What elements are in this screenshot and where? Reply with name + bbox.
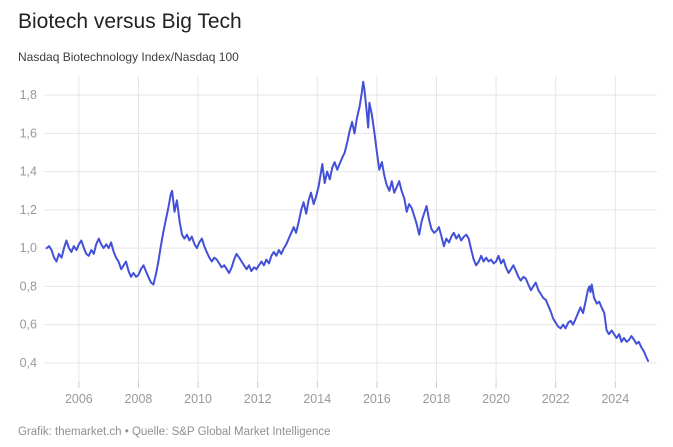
y-axis-label: 1,0 bbox=[20, 241, 37, 255]
x-axis-label: 2022 bbox=[542, 392, 570, 406]
chart-title: Biotech versus Big Tech bbox=[18, 10, 242, 33]
x-axis-label: 2024 bbox=[601, 392, 629, 406]
y-axis-label: 0,8 bbox=[20, 279, 37, 293]
chart-subtitle: Nasdaq Biotechnology Index/Nasdaq 100 bbox=[18, 50, 239, 64]
x-axis-label: 2020 bbox=[482, 392, 510, 406]
x-axis-label: 2018 bbox=[423, 392, 451, 406]
y-axis-label: 1,8 bbox=[20, 88, 37, 102]
y-axis-label: 0,4 bbox=[20, 356, 37, 370]
y-axis-label: 1,6 bbox=[20, 126, 37, 140]
x-axis-label: 2008 bbox=[125, 392, 153, 406]
x-axis-label: 2016 bbox=[363, 392, 391, 406]
x-axis-label: 2014 bbox=[303, 392, 331, 406]
chart-credit: Grafik: themarket.ch • Quelle: S&P Globa… bbox=[18, 426, 331, 438]
x-axis-label: 2012 bbox=[244, 392, 272, 406]
y-axis-label: 1,4 bbox=[20, 165, 37, 179]
y-axis-label: 0,6 bbox=[20, 318, 37, 332]
x-axis-label: 2010 bbox=[184, 392, 212, 406]
x-axis-label: 2006 bbox=[65, 392, 93, 406]
y-axis-label: 1,2 bbox=[20, 203, 37, 217]
series-path bbox=[45, 80, 650, 362]
